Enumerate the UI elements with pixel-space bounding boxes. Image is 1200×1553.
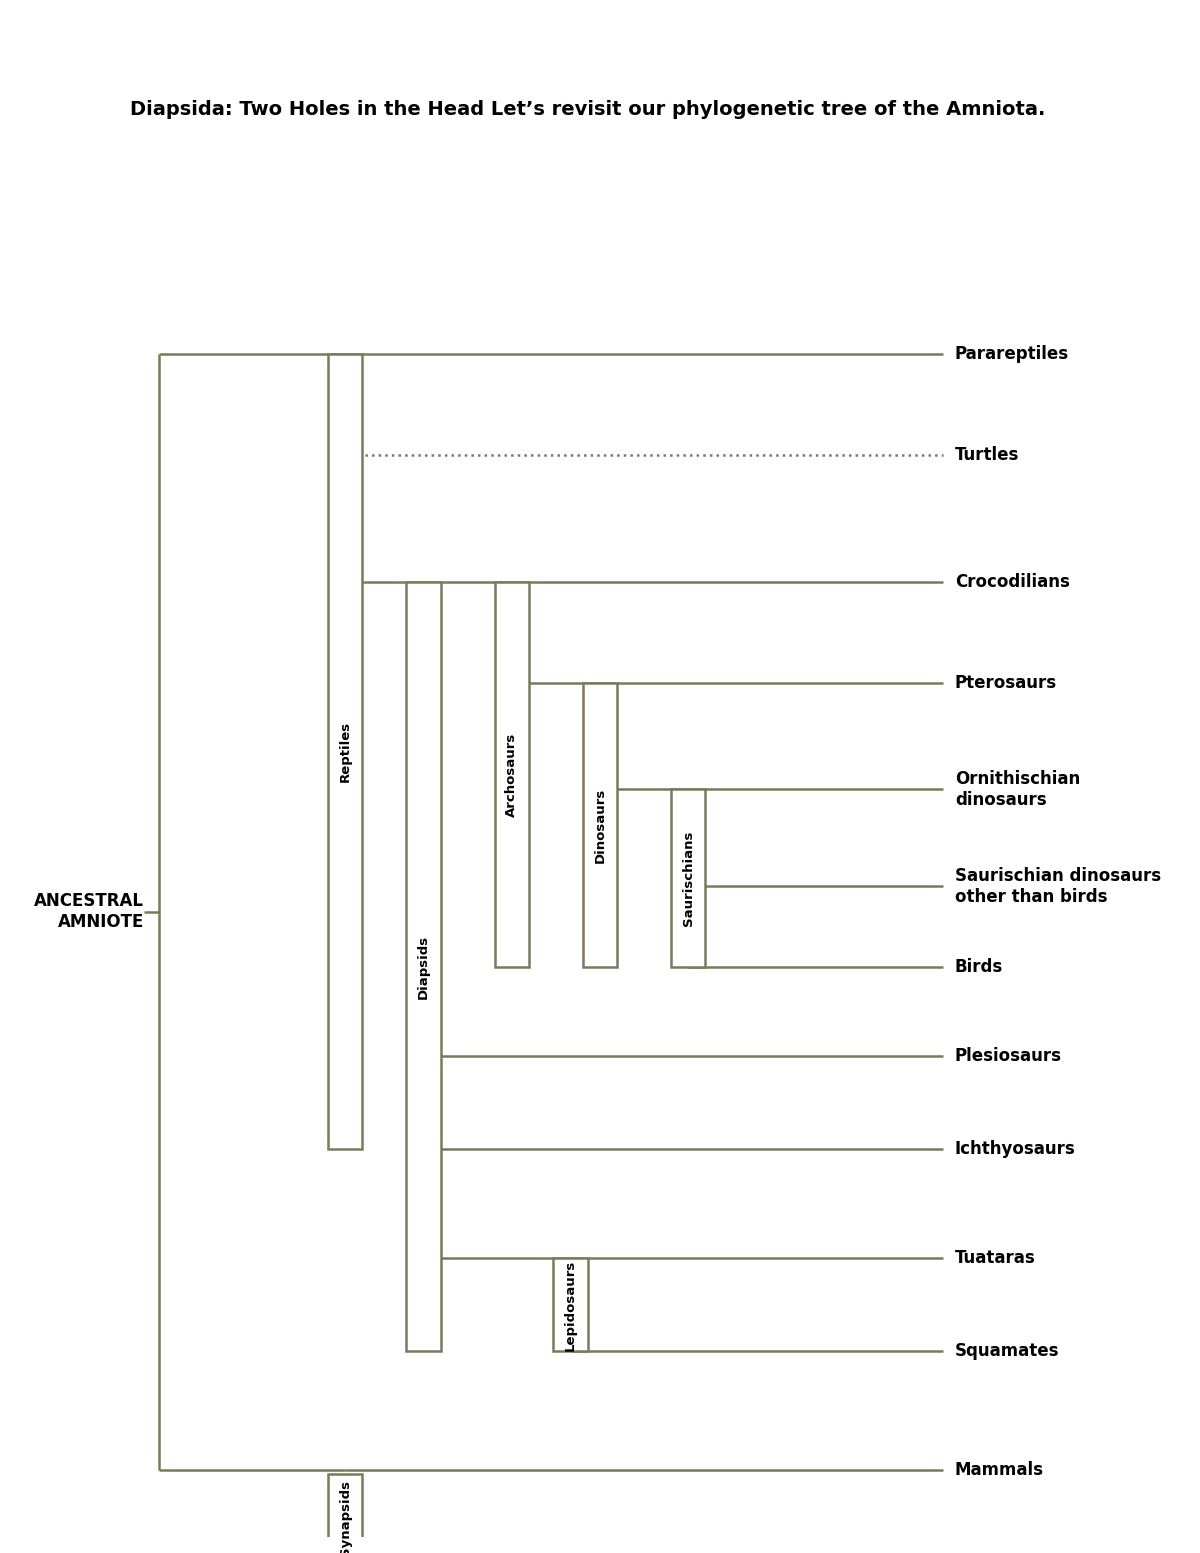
Bar <box>407 582 440 1351</box>
Text: Parareptiles: Parareptiles <box>955 345 1069 363</box>
Text: Saurischian dinosaurs
other than birds: Saurischian dinosaurs other than birds <box>955 867 1160 905</box>
Text: Ichthyosaurs: Ichthyosaurs <box>955 1140 1075 1157</box>
Text: Birds: Birds <box>955 958 1003 975</box>
Text: Pterosaurs: Pterosaurs <box>955 674 1057 693</box>
Bar <box>328 1474 362 1553</box>
Text: Lepidosaurs: Lepidosaurs <box>564 1259 577 1351</box>
Text: Ornithischian
dinosaurs: Ornithischian dinosaurs <box>955 770 1080 809</box>
Text: Turtles: Turtles <box>955 446 1019 464</box>
Text: Archosaurs: Archosaurs <box>505 733 518 817</box>
Text: Diapsids: Diapsids <box>418 935 430 999</box>
Bar <box>553 1258 588 1351</box>
Text: Plesiosaurs: Plesiosaurs <box>955 1047 1062 1064</box>
Text: Synapsids: Synapsids <box>338 1480 352 1553</box>
Text: Dinosaurs: Dinosaurs <box>594 787 606 863</box>
Text: Squamates: Squamates <box>955 1342 1060 1360</box>
Bar <box>328 354 362 1149</box>
Bar <box>671 789 706 966</box>
Bar <box>494 582 529 966</box>
Text: Mammals: Mammals <box>955 1461 1044 1478</box>
Bar <box>583 683 617 966</box>
Text: Diapsida: Two Holes in the Head Let’s revisit our phylogenetic tree of the Amnio: Diapsida: Two Holes in the Head Let’s re… <box>130 99 1045 120</box>
Text: Reptiles: Reptiles <box>338 721 352 781</box>
Text: Tuataras: Tuataras <box>955 1250 1036 1267</box>
Text: Saurischians: Saurischians <box>682 831 695 926</box>
Text: ANCESTRAL
AMNIOTE: ANCESTRAL AMNIOTE <box>35 893 144 932</box>
Text: Crocodilians: Crocodilians <box>955 573 1069 592</box>
